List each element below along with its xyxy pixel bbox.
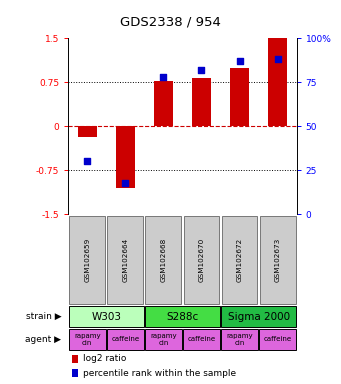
Text: caffeine: caffeine xyxy=(188,336,216,343)
Bar xyxy=(107,216,143,304)
Text: GSM102670: GSM102670 xyxy=(198,238,205,282)
Text: Sigma 2000: Sigma 2000 xyxy=(227,312,290,322)
Text: GSM102672: GSM102672 xyxy=(237,238,242,282)
Bar xyxy=(221,329,258,350)
Text: GSM102659: GSM102659 xyxy=(84,238,90,282)
Point xyxy=(237,58,242,65)
Bar xyxy=(72,355,78,363)
Text: rapamy
cin: rapamy cin xyxy=(150,333,177,346)
Text: GSM102664: GSM102664 xyxy=(122,238,128,282)
Bar xyxy=(268,38,287,126)
Text: S288c: S288c xyxy=(166,312,198,322)
Text: strain ▶: strain ▶ xyxy=(26,312,61,321)
Bar xyxy=(222,216,257,304)
Bar xyxy=(146,216,181,304)
Text: agent ▶: agent ▶ xyxy=(25,335,61,344)
Bar xyxy=(260,216,296,304)
Bar xyxy=(107,329,144,350)
Bar xyxy=(145,306,220,328)
Point xyxy=(275,56,280,63)
Bar xyxy=(116,126,135,188)
Bar xyxy=(259,329,296,350)
Bar xyxy=(221,306,296,328)
Text: rapamy
cin: rapamy cin xyxy=(74,333,101,346)
Text: GSM102668: GSM102668 xyxy=(160,238,166,282)
Bar xyxy=(145,329,182,350)
Text: W303: W303 xyxy=(91,312,121,322)
Point xyxy=(85,158,90,164)
Text: caffeine: caffeine xyxy=(111,336,139,343)
Point xyxy=(161,74,166,80)
Bar xyxy=(72,369,78,377)
Point xyxy=(123,179,128,185)
Text: percentile rank within the sample: percentile rank within the sample xyxy=(83,369,236,377)
Text: caffeine: caffeine xyxy=(264,336,292,343)
Text: GSM102673: GSM102673 xyxy=(275,238,281,282)
Bar xyxy=(183,216,219,304)
Text: log2 ratio: log2 ratio xyxy=(83,354,127,363)
Bar xyxy=(154,81,173,126)
Bar xyxy=(230,68,249,126)
Text: GDS2338 / 954: GDS2338 / 954 xyxy=(120,15,221,28)
Point xyxy=(199,67,204,73)
Bar xyxy=(69,306,144,328)
Text: rapamy
cin: rapamy cin xyxy=(226,333,253,346)
Bar xyxy=(69,216,105,304)
Bar xyxy=(69,329,106,350)
Bar xyxy=(192,78,211,126)
Bar xyxy=(183,329,220,350)
Bar xyxy=(78,126,97,137)
